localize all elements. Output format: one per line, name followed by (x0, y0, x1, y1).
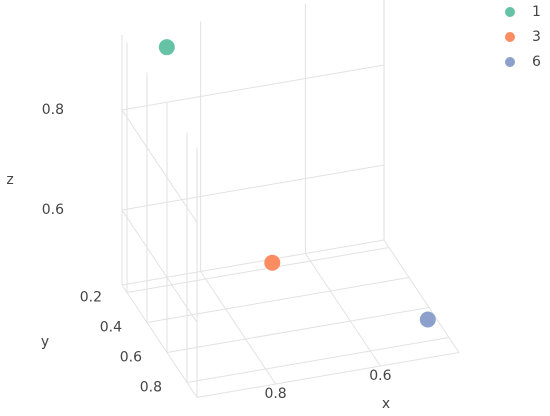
legend-label[interactable]: 6 (532, 54, 541, 70)
z-grid-line (121, 209, 198, 323)
y-grid-line (146, 277, 410, 323)
point (158, 39, 175, 56)
legend-label[interactable]: 3 (532, 29, 541, 45)
y-tick-label: 0.2 (80, 290, 102, 306)
x-tick-label: 0.6 (369, 368, 391, 384)
y-tick-label: 0.4 (100, 320, 122, 336)
z-tick-label: 0.6 (42, 202, 64, 218)
x-grid-line (304, 253, 381, 367)
box-edge (196, 352, 460, 398)
box-edge (383, 239, 460, 353)
box-edge (121, 239, 385, 286)
y-grid-line (186, 337, 450, 383)
point (419, 311, 436, 328)
z-grid-line (121, 164, 385, 211)
y-grid-line (126, 247, 390, 293)
legend-marker[interactable] (505, 7, 515, 17)
y-grid-line (166, 307, 430, 353)
x-tick-label: 0.8 (264, 386, 286, 402)
legend-label[interactable]: 1 (532, 4, 541, 20)
legend-marker[interactable] (505, 32, 515, 42)
z-grid-line (121, 64, 385, 111)
box-edge (121, 284, 198, 398)
y-tick-label: 0.6 (120, 350, 142, 366)
x-axis-label: x (382, 396, 390, 412)
x-grid-line (200, 271, 277, 385)
legend-marker[interactable] (505, 57, 515, 67)
z-tick-label: 0.8 (42, 102, 64, 118)
point (264, 254, 281, 271)
y-tick-label: 0.8 (140, 380, 162, 396)
z-grid-line (121, 109, 198, 223)
z-axis-label: z (6, 172, 13, 188)
y-axis-label: y (41, 334, 49, 350)
